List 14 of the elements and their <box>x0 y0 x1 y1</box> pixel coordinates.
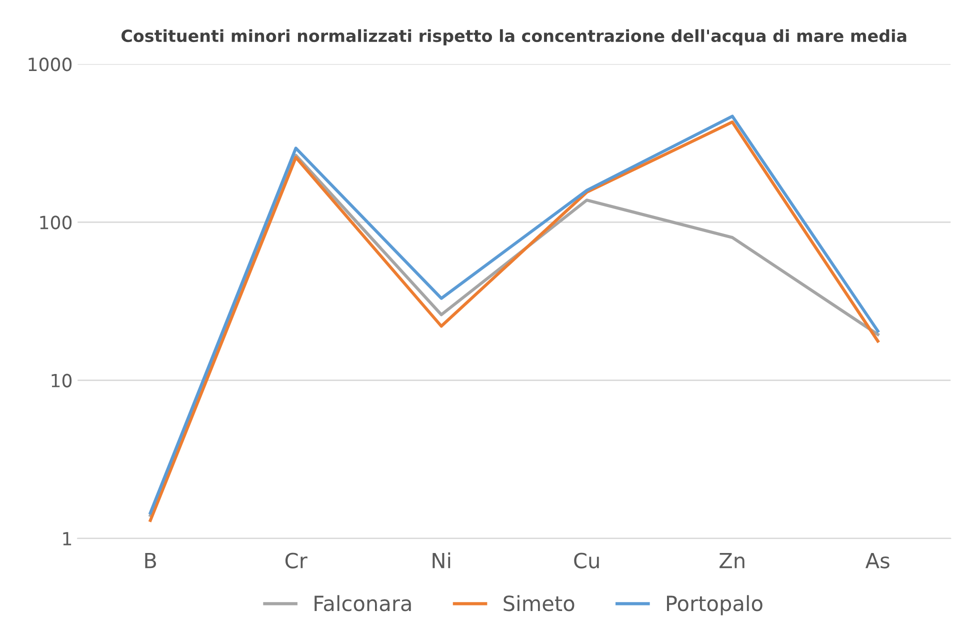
y-tick-label: 10 <box>52 374 72 388</box>
legend-label: Simeto <box>504 595 574 612</box>
legend-label: Portopalo <box>666 595 762 616</box>
y-tick-label: 1 <box>63 532 72 546</box>
x-tick-label: Cu <box>574 552 599 568</box>
x-tick-label: Ni <box>432 552 450 568</box>
x-tick-label: As <box>865 552 890 568</box>
x-tick-label: Cr <box>285 552 308 568</box>
y-tick-label: 1000 <box>28 58 72 72</box>
legend-label: Falconara <box>314 595 411 612</box>
x-tick-label: Zn <box>720 552 744 568</box>
chart-title: Costituenti minori normalizzati rispetto la concentrazione dell'acqua di mare media <box>122 29 906 46</box>
y-tick-label: 100 <box>40 216 72 230</box>
x-tick-label: B <box>145 552 156 568</box>
